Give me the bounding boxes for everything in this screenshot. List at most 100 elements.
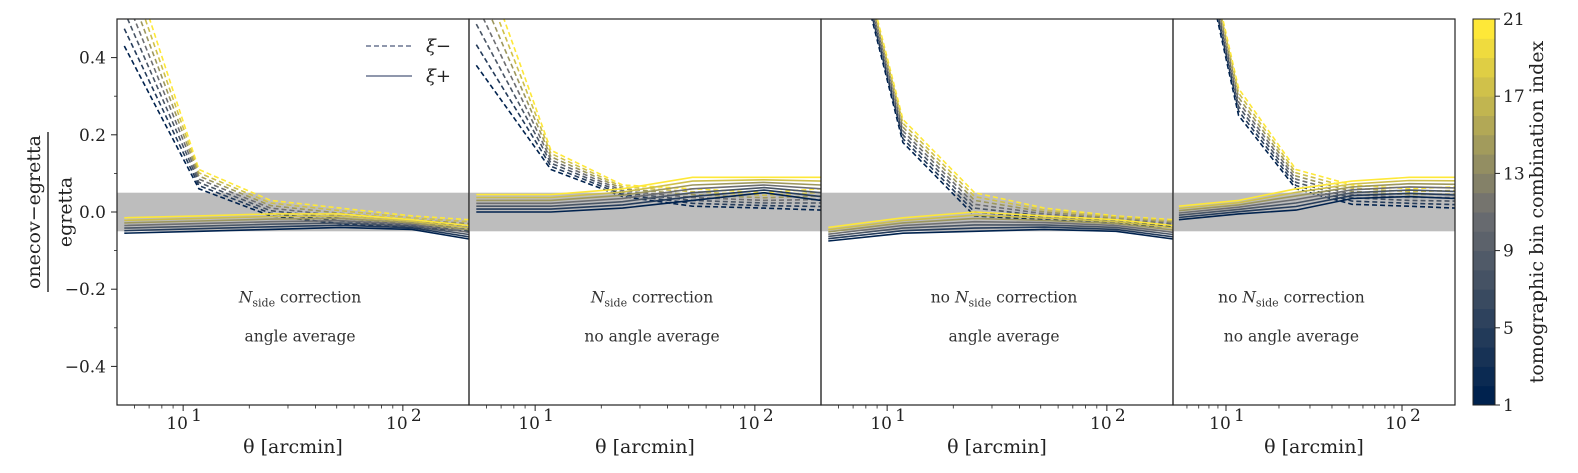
y-tick-label: −0.2 [65,280,106,300]
xi-plus-line-2 [828,226,1173,240]
x-axis-label: θ [arcmin] [243,436,343,458]
colorbar-tick-label: 9 [1503,242,1514,262]
series-group [828,19,1173,242]
xi-plus-line-7 [828,211,1173,229]
colorbar-segment [1473,76,1495,97]
xi-minus-line-2 [475,44,821,208]
xi-plus-line-6 [476,178,821,199]
xi-plus-line-5 [828,217,1173,233]
colorbar-segment [1473,154,1495,174]
xi-minus-line-5 [874,19,1173,224]
xi-plus-line-4 [124,219,469,234]
colorbar-segment [1473,327,1495,348]
xi-minus-line-6 [497,19,821,197]
colorbar-segment [1473,250,1495,271]
colorbar-segment [1473,231,1495,252]
xi-plus-line-6 [124,215,469,229]
annotation-line-2: angle average [244,327,355,345]
xi-minus-line-5 [139,19,469,225]
xi-plus-line-7 [476,176,821,196]
xi-plus-line-3 [476,186,821,207]
x-tick-exponent: 1 [1234,406,1245,426]
xi-minus-line-1 [1216,19,1455,209]
x-tick-label: 10 [1090,414,1112,434]
colorbar-segment [1473,134,1495,155]
series-group [475,19,821,213]
colorbar-segment [1473,115,1495,136]
x-tick-exponent: 2 [411,406,422,426]
x-tick-exponent: 2 [763,406,774,426]
xi-plus-line-1 [1178,195,1455,221]
xi-plus-line-4 [476,184,821,205]
xi-minus-line-6 [1221,19,1455,193]
xi-plus-line-2 [124,224,469,238]
legend-label-xi-plus: ξ+ [426,66,451,87]
xi-minus-line-2 [1217,19,1455,206]
colorbar-frame [1472,18,1496,406]
xi-minus-line-6 [875,19,1173,222]
panel-frame [1172,18,1456,406]
xi-minus-line-2 [871,19,1173,227]
xi-plus-line-5 [476,181,821,202]
xi-plus-line-2 [1178,192,1455,219]
xi-plus-line-2 [476,189,821,210]
x-tick-exponent: 1 [543,406,554,426]
legend-label-xi-minus: ξ− [426,36,451,57]
series-group [123,19,469,240]
colorbar-segment [1473,289,1495,309]
annotation-line-2: angle average [948,327,1059,345]
annotation-line-1: Nside correction [238,289,361,310]
annotation-line-2: no angle average [1224,327,1359,345]
xi-minus-line-3 [1218,19,1455,202]
x-tick-label: 10 [1209,414,1231,434]
y-tick-label: 0.2 [79,126,106,146]
colorbar-segment [1473,347,1495,367]
xi-plus-line-1 [476,191,821,213]
x-axis-label: θ [arcmin] [1264,436,1364,458]
x-tick-exponent: 2 [1115,406,1126,426]
xi-minus-line-7 [148,19,469,221]
xi-plus-line-5 [124,217,469,231]
y-label-denominator: egretta [55,177,77,247]
colorbar-tick-label: 21 [1503,10,1525,30]
xi-plus-line-7 [124,213,469,227]
annotation-line-2: no angle average [584,327,719,345]
xi-plus-line-6 [828,214,1173,231]
y-axis-label: onecov−egretta egretta [23,132,77,292]
xi-plus-line-3 [124,222,469,236]
x-tick-exponent: 2 [1410,406,1421,426]
xi-plus-line-4 [828,220,1173,235]
xi-plus-line-7 [1178,176,1455,207]
xi-minus-line-7 [1221,19,1455,190]
colorbar-tick-label: 13 [1503,164,1525,184]
xi-plus-line-5 [1178,182,1455,212]
colorbar-segment [1473,212,1495,232]
xi-plus-line-1 [124,226,469,240]
y-tick-label: −0.4 [65,357,106,377]
colorbar-segment [1473,192,1495,213]
x-tick-exponent: 1 [895,406,906,426]
y-axis: 0.4 0.2 0.0 −0.2 −0.4 [65,49,117,377]
x-axis-label: θ [arcmin] [947,436,1047,458]
colorbar-tick-label: 5 [1503,319,1514,339]
xi-minus-line-5 [1220,19,1455,196]
x-tick-label: 10 [738,414,760,434]
annotation-line-1: no Nside correction [931,289,1078,310]
xi-minus-line-4 [482,19,821,202]
x-tick-label: 10 [870,414,892,434]
annotation-line-1: no Nside correction [1218,289,1365,310]
series-group [1178,19,1455,221]
x-axis-label: θ [arcmin] [595,436,695,458]
xi-minus-line-1 [123,45,469,233]
xi-minus-line-7 [503,19,821,194]
colorbar-segment [1473,19,1495,39]
colorbar-segment [1473,96,1495,116]
colorbar-tick-label: 17 [1503,87,1525,107]
xi-minus-line-4 [873,19,1173,225]
xi-plus-line-4 [1178,186,1455,214]
xi-minus-line-7 [876,19,1173,221]
